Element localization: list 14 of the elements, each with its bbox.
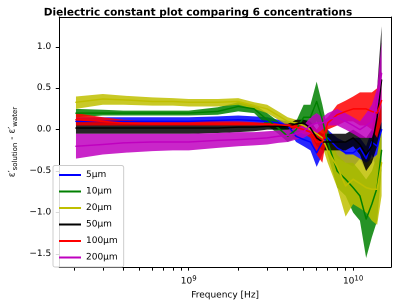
legend-label: 10μm (86, 186, 112, 196)
y-tick-label: −1.0 (29, 207, 52, 218)
y-tick-label: 0.0 (36, 124, 52, 135)
legend-label: 50μm (86, 220, 112, 230)
legend-label: 200μm (86, 252, 118, 262)
y-tick-label: −0.5 (29, 166, 52, 176)
legend-label: 5μm (86, 170, 106, 180)
y-tick-label: −1.5 (29, 248, 52, 259)
chart-title: Dielectric constant plot comparing 6 concentrations (44, 6, 352, 18)
y-tick-label: 0.5 (36, 83, 52, 94)
legend-label: 100μm (86, 236, 118, 246)
legend-label: 20μm (86, 203, 112, 213)
y-tick-label: 1.0 (36, 42, 52, 52)
x-axis-title: Frequency [Hz] (191, 290, 260, 300)
